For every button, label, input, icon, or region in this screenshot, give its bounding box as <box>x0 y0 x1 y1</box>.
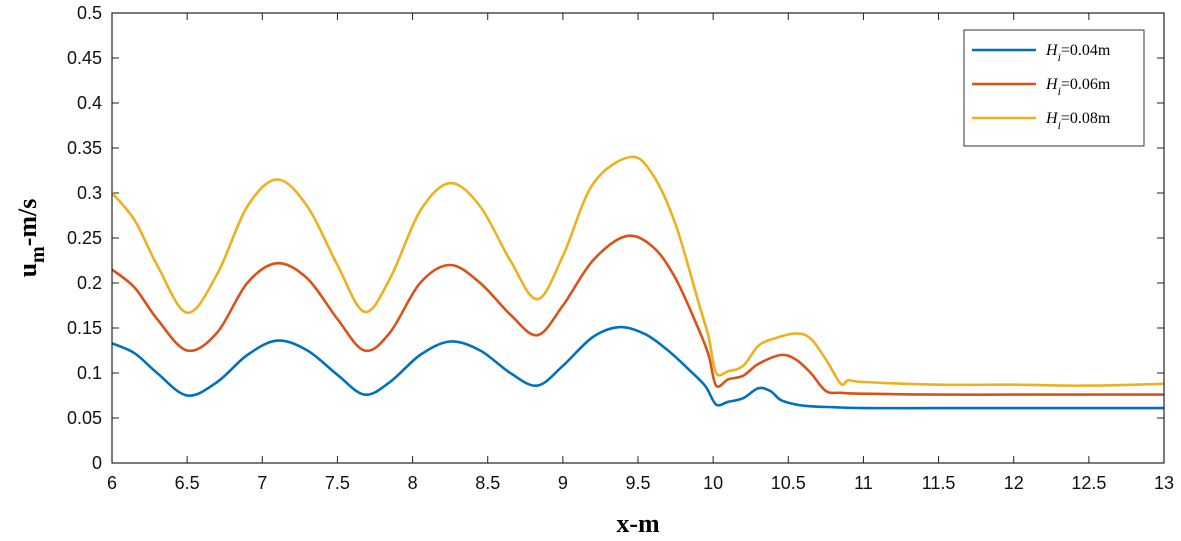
series-lines <box>111 155 1165 410</box>
x-tick-label: 9 <box>558 473 568 493</box>
x-tick-label: 6.5 <box>175 473 200 493</box>
legend-label-rest: =0.06m <box>1061 76 1111 93</box>
x-tick-label: 6 <box>107 473 117 493</box>
x-tick-label: 8 <box>408 473 418 493</box>
legend-label-rest: =0.04m <box>1061 42 1111 59</box>
x-axis-title: x-m <box>616 509 660 538</box>
legend-label-rest: =0.08m <box>1061 110 1111 127</box>
legend-label-3: Hi=0.08m <box>1045 110 1111 132</box>
y-axis-title-main: u <box>13 263 42 277</box>
y-tick-label: 0.2 <box>77 273 102 293</box>
legend-label-main: H <box>1045 110 1059 127</box>
legend-label-sub: i <box>1058 118 1061 132</box>
x-ticks: 6 6.5 7 7.5 8 8.5 9 9.5 10 10.5 11 11.5 12 12.5 13 <box>107 13 1174 493</box>
plot-area-frame <box>111 12 1165 464</box>
x-tick-label: 12.5 <box>1071 473 1106 493</box>
legend-label-1: Hi=0.04m <box>1045 42 1111 64</box>
y-axis-title: um-m/s <box>13 199 49 278</box>
x-tick-label: 7.5 <box>325 473 350 493</box>
legend-label-main: H <box>1045 42 1059 59</box>
y-tick-label: 0.3 <box>77 183 102 203</box>
x-tick-label: 12 <box>1004 473 1024 493</box>
x-tick-label: 9.5 <box>625 473 650 493</box>
legend-label-main: H <box>1045 76 1059 93</box>
x-tick-label: 11.5 <box>922 473 956 493</box>
x-tick-label: 13 <box>1154 473 1174 493</box>
legend-label-sub: i <box>1058 50 1061 64</box>
y-ticks: 0 0.05 0.1 0.15 0.2 0.25 0.3 0.35 0.4 0.45 0.5 <box>67 3 1164 473</box>
series-line-2 <box>111 234 1164 396</box>
series-line-3 <box>111 155 1165 387</box>
x-tick-label: 10.5 <box>771 473 806 493</box>
y-tick-label: 0 <box>92 453 102 473</box>
x-tick-label: 11 <box>854 473 873 493</box>
y-tick-label: 0.1 <box>77 363 102 383</box>
legend-label-sub: i <box>1058 84 1061 98</box>
y-axis-title-rest: -m/s <box>13 199 42 247</box>
svg-text:um-m/s: um-m/s <box>13 199 49 278</box>
y-axis-title-sub: m <box>27 246 49 263</box>
y-tick-label: 0.15 <box>67 318 102 338</box>
y-tick-label: 0.35 <box>67 138 102 158</box>
y-tick-label: 0.5 <box>77 3 102 23</box>
legend-label-2: Hi=0.06m <box>1045 76 1111 98</box>
x-tick-label: 10 <box>703 473 723 493</box>
x-tick-label: 8.5 <box>475 473 500 493</box>
y-tick-label: 0.25 <box>67 228 102 248</box>
x-tick-label: 7 <box>257 473 267 493</box>
y-tick-label: 0.05 <box>67 408 102 428</box>
series-line-1 <box>111 325 1164 410</box>
y-tick-label: 0.4 <box>77 93 102 113</box>
y-tick-label: 0.45 <box>67 48 102 68</box>
